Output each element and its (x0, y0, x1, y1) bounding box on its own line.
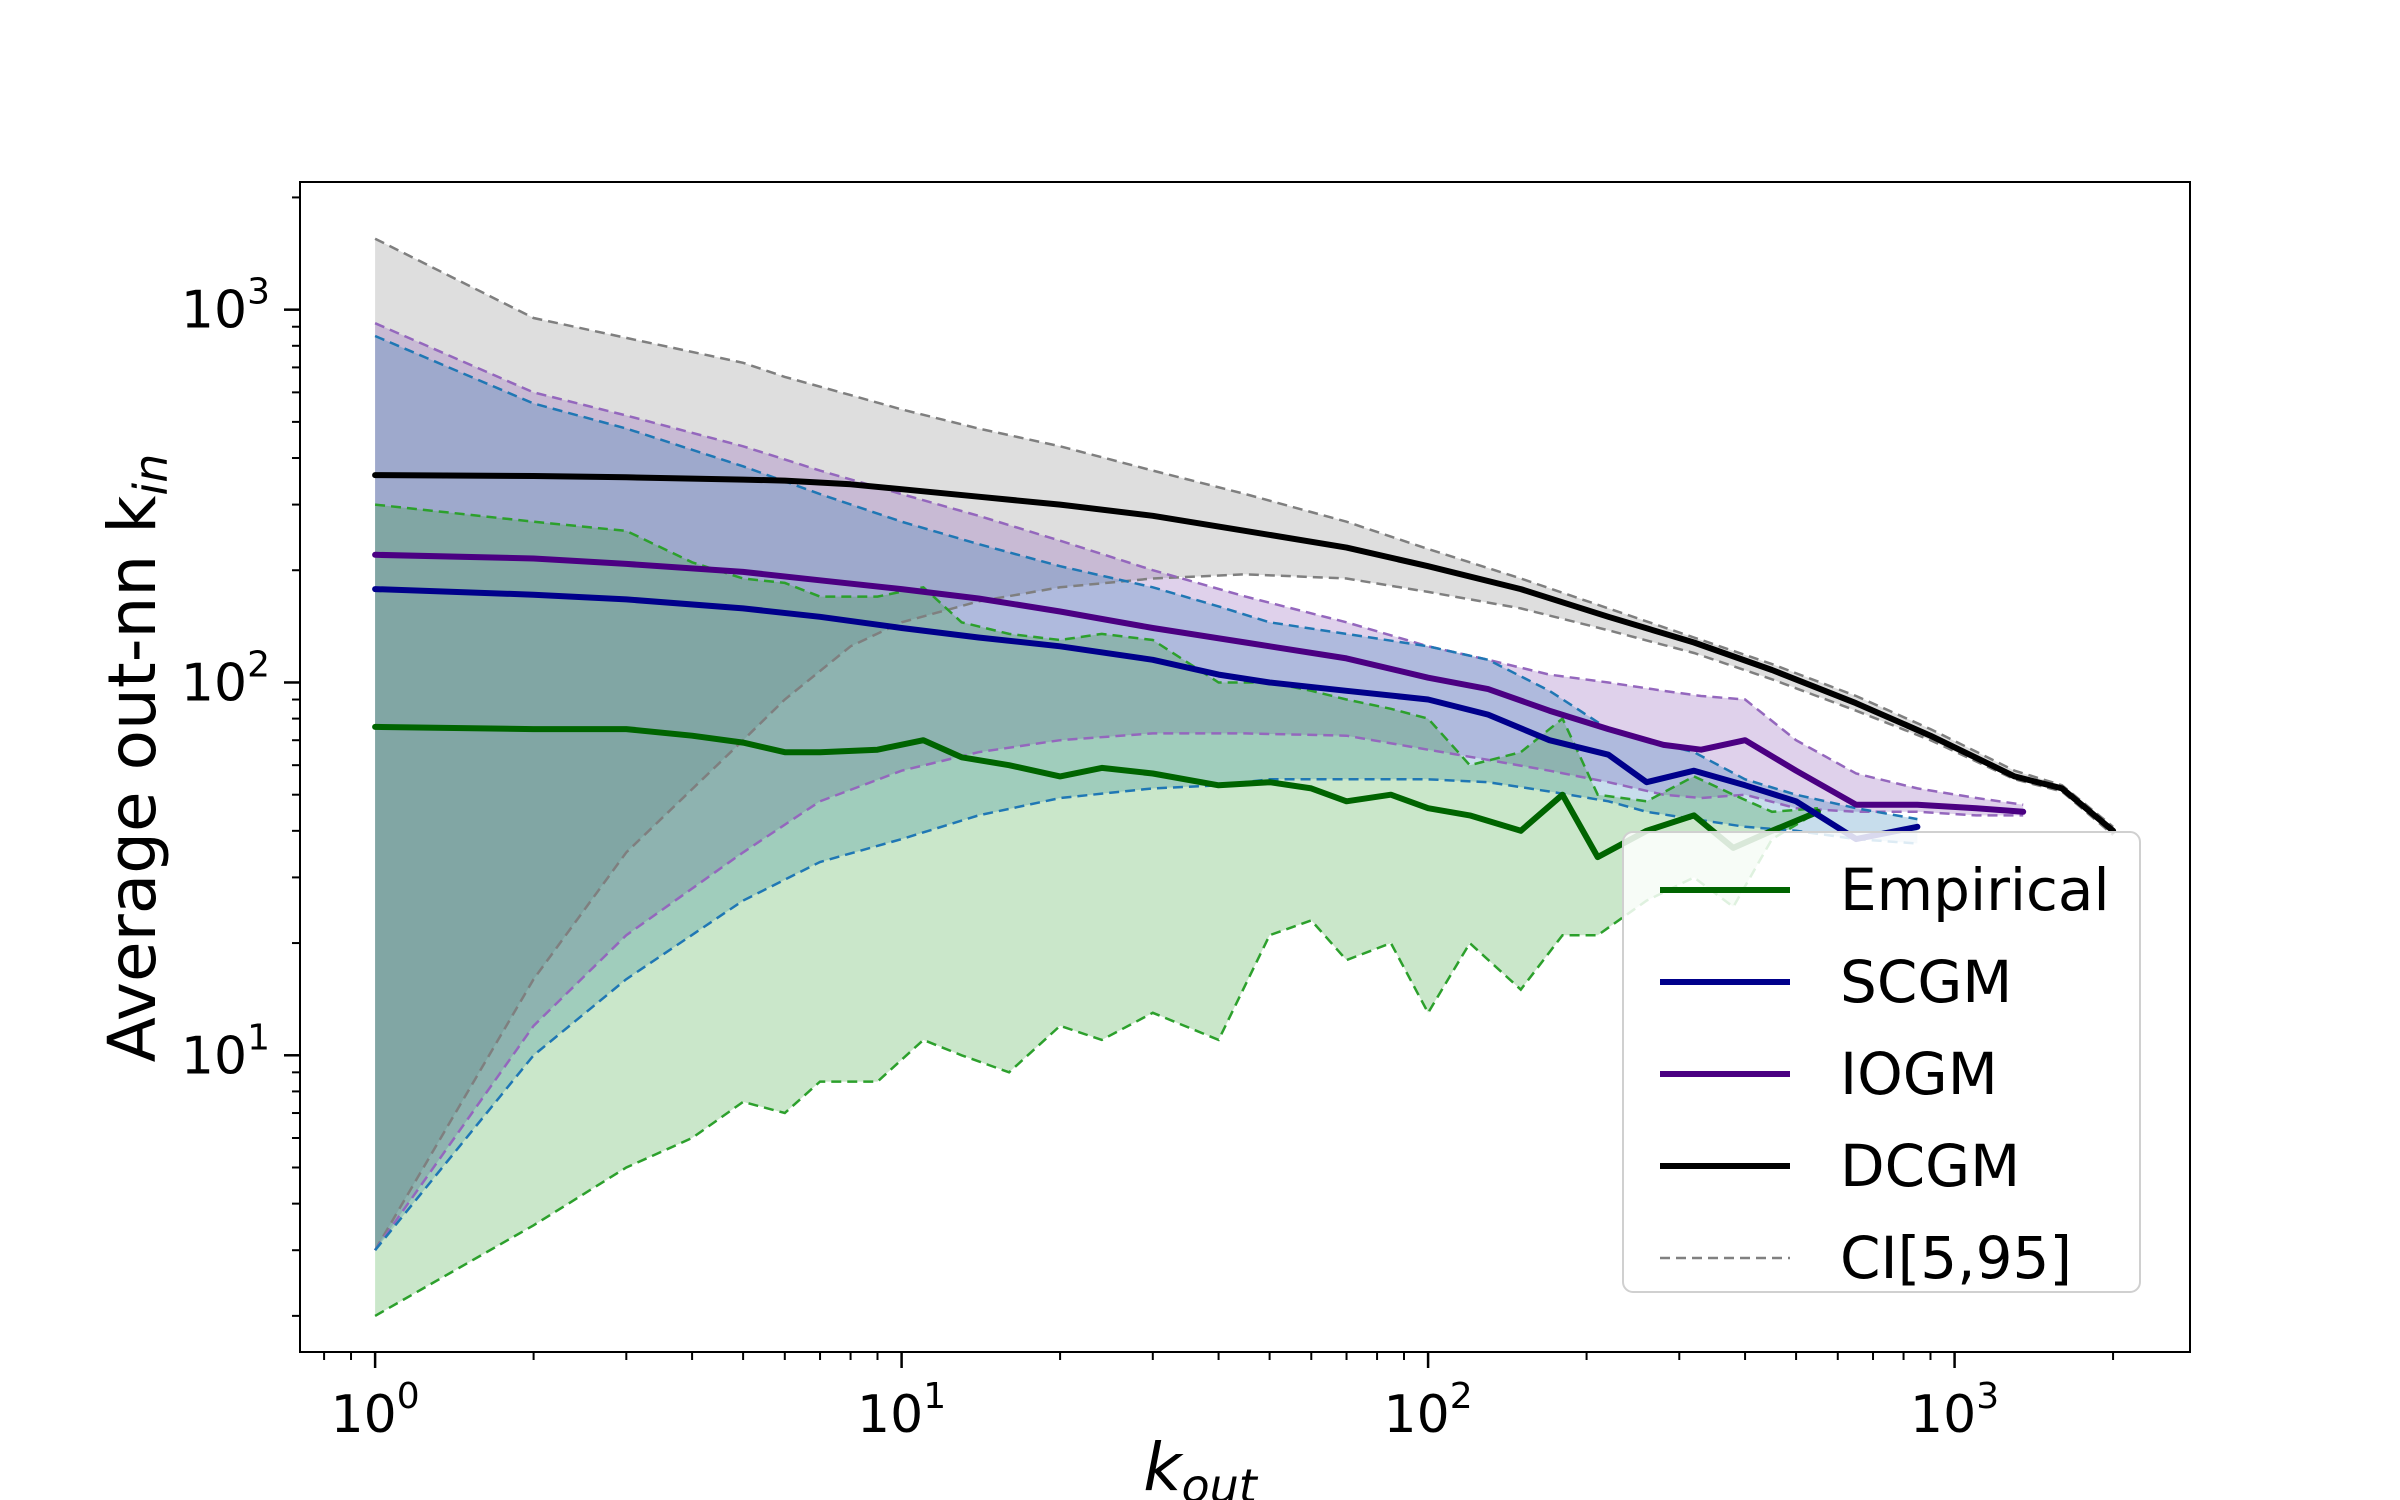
legend-label-ci-5-95: CI[5,95] (1840, 1224, 2072, 1292)
legend-box (1622, 831, 2141, 1293)
x-axis-label-main: k (1143, 1429, 1184, 1500)
y-axis-label-sub: in (124, 454, 178, 496)
empirical-ci-band (375, 504, 1818, 1316)
y-tick-base: 10 (181, 1026, 247, 1086)
y-tick-label: 103 (181, 272, 270, 341)
x-axis-label: kout (1143, 1429, 1259, 1500)
x-tick-base: 10 (331, 1385, 397, 1445)
legend-label-dcgm: DCGM (1840, 1132, 2020, 1200)
x-tick-label: 100 (331, 1376, 420, 1445)
legend-entries: Empirical SCGM IOGM DCGM CI[5,95] (1660, 856, 2110, 1292)
y-tick-exponent: 1 (247, 1017, 270, 1058)
iogm-ci-band (375, 323, 2024, 1251)
y-tick-base: 10 (181, 281, 247, 341)
y-tick-exponent: 2 (247, 644, 270, 685)
x-tick-base: 10 (1384, 1385, 1450, 1445)
empirical-line (372, 723, 1821, 861)
legend-label-empirical: Empirical (1840, 856, 2110, 924)
dcgm-line (372, 472, 2117, 834)
empirical-ci-upper-line (374, 503, 1818, 814)
x-tick-label: 101 (857, 1376, 946, 1445)
scgm-ci-lower-line (374, 778, 1918, 1251)
y-tick-label: 101 (181, 1017, 270, 1086)
empirical-ci-lower-line (374, 810, 1819, 1317)
x-axis-label-sub: out (1181, 1459, 1258, 1500)
legend-label-iogm: IOGM (1840, 1040, 1998, 1108)
scgm-ci-band (375, 336, 1918, 1251)
plot-frame (299, 181, 2191, 1353)
x-tick-exponent: 3 (1976, 1376, 1999, 1417)
x-tick-base: 10 (857, 1385, 923, 1445)
x-axis-ticks: 100 101 102 103 (323, 1352, 2115, 1445)
ci-bands (375, 238, 2114, 1316)
x-tick-exponent: 2 (1450, 1376, 1473, 1417)
legend-label-scgm: SCGM (1840, 948, 2012, 1016)
iogm-line (372, 551, 2027, 815)
y-tick-exponent: 3 (247, 272, 270, 313)
legend: Empirical SCGM IOGM DCGM CI[5,95] (1622, 831, 2141, 1293)
y-tick-label: 102 (181, 644, 270, 713)
dcgm-ci-band (375, 238, 2114, 1251)
x-tick-exponent: 0 (397, 1376, 420, 1417)
x-tick-label: 103 (1910, 1376, 1999, 1445)
scgm-line (372, 586, 1921, 843)
series-lines (372, 472, 2117, 861)
iogm-ci-upper-line (374, 322, 2024, 806)
scgm-ci-upper-line (374, 334, 1918, 821)
x-tick-label: 102 (1384, 1376, 1473, 1445)
y-axis-label: Average out-nn kin (94, 454, 178, 1063)
x-tick-exponent: 1 (923, 1376, 946, 1417)
dcgm-ci-upper-line (374, 237, 2114, 828)
dcgm-ci-lower-line (374, 573, 2114, 1251)
y-tick-base: 10 (181, 653, 247, 713)
y-axis-label-main: Average out-nn k (94, 495, 171, 1063)
x-tick-base: 10 (1910, 1385, 1976, 1445)
